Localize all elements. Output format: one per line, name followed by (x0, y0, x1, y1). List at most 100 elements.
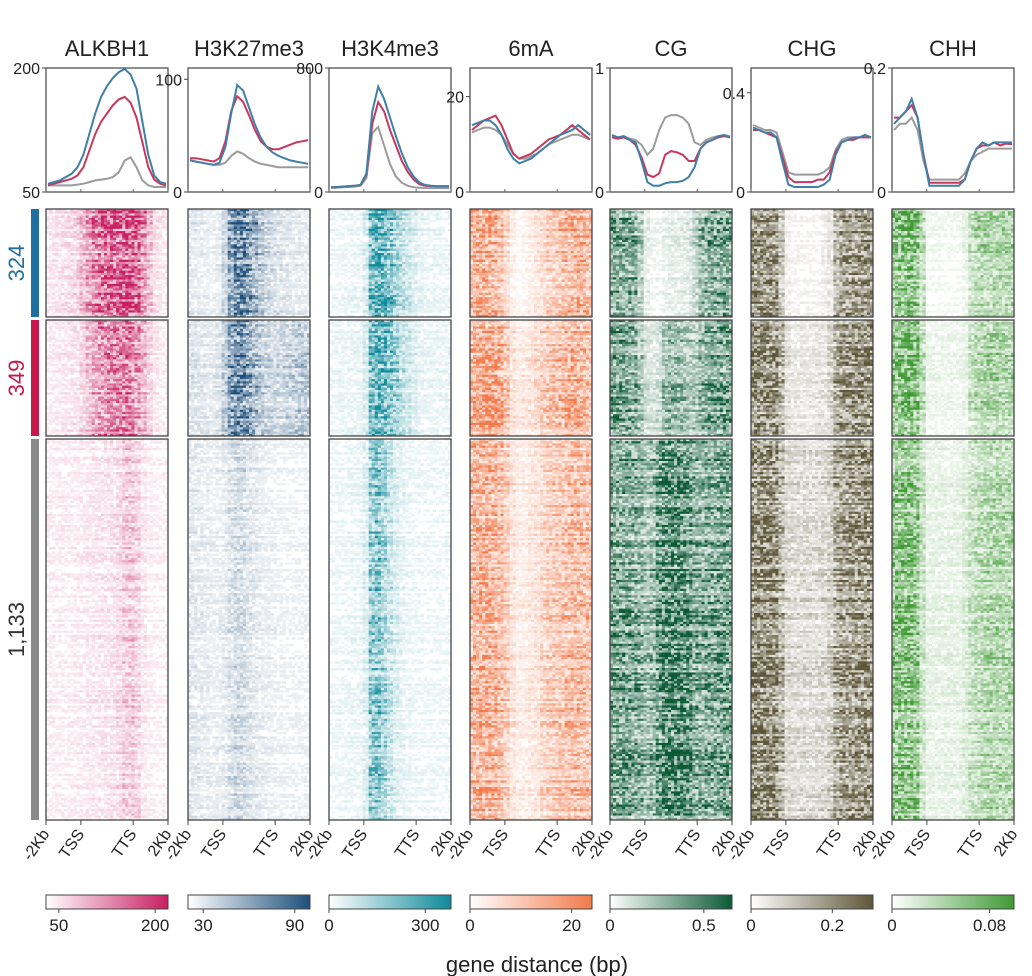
heat-cell (150, 220, 153, 223)
heat-cell (110, 229, 113, 232)
heat-cell (61, 233, 64, 236)
heat-cell (61, 222, 64, 225)
heat-cell (141, 231, 144, 234)
heat-cell (134, 213, 137, 216)
y-tick-label-1-0: 100 (155, 72, 182, 89)
profile-line-2-0 (331, 87, 449, 188)
heat-cell (58, 211, 61, 214)
heat-cell (55, 233, 58, 236)
heat-cell (95, 216, 98, 219)
heat-cell (52, 224, 55, 227)
heat-cell (104, 231, 107, 234)
heat-cell (61, 220, 64, 223)
heat-cell (67, 211, 70, 214)
heat-cell (138, 220, 141, 223)
heat-cell (150, 224, 153, 227)
heat-cell (113, 233, 116, 236)
heat-cell (119, 229, 122, 232)
heat-cell (64, 229, 67, 232)
heat-cell (156, 218, 159, 221)
heat-cell (98, 220, 101, 223)
heat-cell (104, 229, 107, 232)
profile-frame-6 (892, 68, 1014, 192)
heat-cell (101, 227, 104, 230)
heat-cell (138, 231, 141, 234)
heat-cell (144, 222, 147, 225)
heat-cell (83, 218, 86, 221)
heat-cell (131, 211, 134, 214)
heat-cell (86, 220, 89, 223)
heat-cell (52, 220, 55, 223)
heat-cell (77, 220, 80, 223)
heat-cell (98, 224, 101, 227)
heat-cell (144, 218, 147, 221)
heat-cell (58, 227, 61, 230)
heat-cell (64, 233, 67, 236)
heat-cell (61, 218, 64, 221)
heat-cell (73, 213, 76, 216)
heat-cell (92, 211, 95, 214)
heat-cell (134, 220, 137, 223)
heat-cell (107, 227, 110, 230)
heat-cell (144, 224, 147, 227)
heat-cell (107, 220, 110, 223)
heat-cell (61, 231, 64, 234)
heat-cell (104, 222, 107, 225)
heat-cell (95, 227, 98, 230)
heat-cell (131, 229, 134, 232)
heat-cell (55, 220, 58, 223)
y-tick-label-2-1: 0 (314, 185, 323, 202)
heat-cell (77, 218, 80, 221)
heat-cell (147, 222, 150, 225)
y-tick-label-6-1: 0 (877, 185, 886, 202)
heat-cell (131, 216, 134, 219)
heat-cell (110, 224, 113, 227)
heat-cell (150, 216, 153, 219)
heat-cell (150, 218, 153, 221)
profile-frame-1 (188, 68, 310, 192)
heat-cell (107, 211, 110, 214)
heat-cell (80, 222, 83, 225)
cluster-label-0: 324 (4, 245, 29, 282)
heat-cell (116, 231, 119, 234)
heat-cell (64, 224, 67, 227)
heat-cell (134, 229, 137, 232)
heat-cell (67, 213, 70, 216)
heat-cell (83, 216, 86, 219)
heat-cell (92, 229, 95, 232)
heat-cell (101, 213, 104, 216)
heat-cell (122, 211, 125, 214)
heat-cell (89, 218, 92, 221)
y-tick-label-5-0: 0.4 (723, 86, 745, 103)
track-titles: ALKBH1 H3K27me3 H3K4me3 6mA CG CHG CHH (65, 36, 977, 61)
heat-cell (104, 216, 107, 219)
heat-cell (113, 222, 116, 225)
heat-cell (104, 224, 107, 227)
heat-cell (156, 227, 159, 230)
heat-cell (116, 216, 119, 219)
heat-cell (141, 213, 144, 216)
heat-cell (49, 224, 52, 227)
heat-cell (119, 224, 122, 227)
heat-cell (110, 227, 113, 230)
heat-cell (150, 227, 153, 230)
heat-cell (141, 229, 144, 232)
heat-cell (144, 231, 147, 234)
profile-line-4-1 (612, 136, 730, 177)
heat-cell (107, 233, 110, 236)
heat-cell (80, 213, 83, 216)
heat-cell (83, 222, 86, 225)
heat-cell (49, 213, 52, 216)
heat-cell (110, 222, 113, 225)
heat-cell (95, 233, 98, 236)
heat-cell (61, 227, 64, 230)
heat-cell (128, 231, 131, 234)
heat-cell (73, 222, 76, 225)
heat-cell (131, 231, 134, 234)
heat-cell (128, 229, 131, 232)
heat-cell (131, 218, 134, 221)
heat-cell (49, 218, 52, 221)
heat-cell (92, 216, 95, 219)
heat-cell (67, 233, 70, 236)
heat-cell (67, 231, 70, 234)
